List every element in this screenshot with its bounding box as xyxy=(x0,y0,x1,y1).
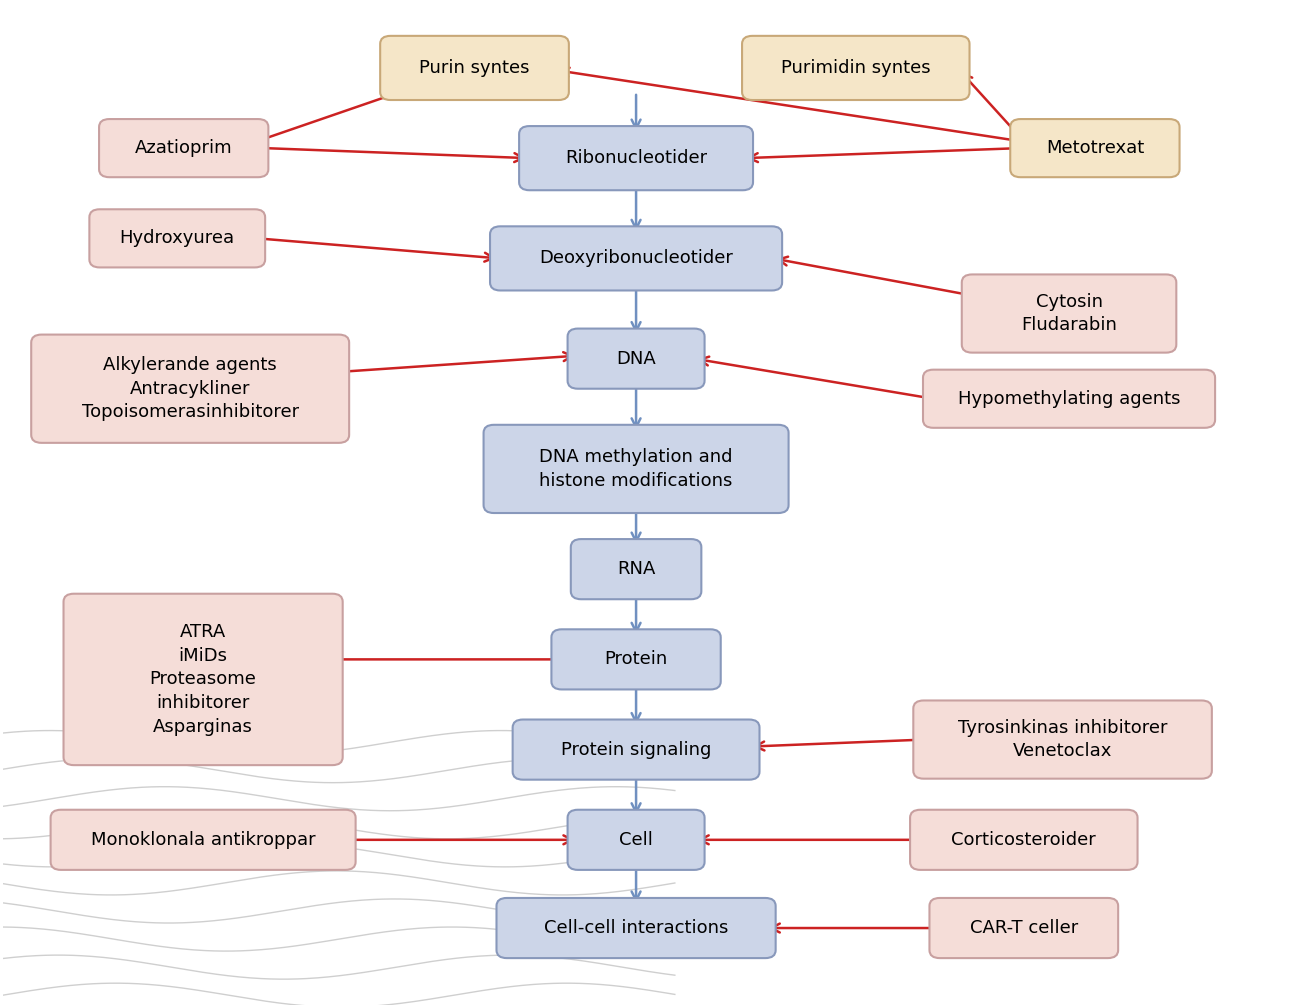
Text: Purin syntes: Purin syntes xyxy=(419,58,530,77)
Text: Tyrosinkinas inhibitorer
Venetoclax: Tyrosinkinas inhibitorer Venetoclax xyxy=(958,719,1167,760)
FancyBboxPatch shape xyxy=(910,809,1137,870)
FancyBboxPatch shape xyxy=(99,119,269,177)
Text: Cytosin
Fludarabin: Cytosin Fludarabin xyxy=(1022,292,1118,335)
FancyBboxPatch shape xyxy=(1010,119,1180,177)
Text: DNA methylation and
histone modifications: DNA methylation and histone modification… xyxy=(540,449,733,490)
FancyBboxPatch shape xyxy=(484,424,789,513)
FancyBboxPatch shape xyxy=(31,335,349,443)
Text: CAR-T celler: CAR-T celler xyxy=(970,919,1077,937)
FancyBboxPatch shape xyxy=(567,809,705,870)
Text: Azatioprim: Azatioprim xyxy=(135,139,232,157)
Text: Hypomethylating agents: Hypomethylating agents xyxy=(958,390,1180,408)
FancyBboxPatch shape xyxy=(567,329,705,389)
Text: Cell: Cell xyxy=(619,831,653,849)
FancyBboxPatch shape xyxy=(513,720,759,779)
FancyBboxPatch shape xyxy=(64,594,343,765)
FancyBboxPatch shape xyxy=(552,629,720,689)
Text: Protein: Protein xyxy=(605,650,667,668)
Text: Cell-cell interactions: Cell-cell interactions xyxy=(544,919,728,937)
Text: Hydroxyurea: Hydroxyurea xyxy=(119,230,235,247)
FancyBboxPatch shape xyxy=(51,809,356,870)
FancyBboxPatch shape xyxy=(742,36,970,100)
Text: ATRA
iMiDs
Proteasome
inhibitorer
Asparginas: ATRA iMiDs Proteasome inhibitorer Asparg… xyxy=(149,623,257,736)
FancyBboxPatch shape xyxy=(90,210,265,267)
FancyBboxPatch shape xyxy=(914,701,1212,778)
FancyBboxPatch shape xyxy=(491,227,783,290)
FancyBboxPatch shape xyxy=(380,36,569,100)
FancyBboxPatch shape xyxy=(962,274,1176,353)
Text: Alkylerande agents
Antracykliner
Topoisomerasinhibitorer: Alkylerande agents Antracykliner Topoiso… xyxy=(82,356,299,421)
Text: DNA: DNA xyxy=(617,350,655,368)
Text: Monoklonala antikroppar: Monoklonala antikroppar xyxy=(91,831,315,849)
Text: Deoxyribonucleotider: Deoxyribonucleotider xyxy=(539,249,733,267)
Text: Corticosteroider: Corticosteroider xyxy=(951,831,1097,849)
Text: Ribonucleotider: Ribonucleotider xyxy=(565,149,707,167)
Text: Purimidin syntes: Purimidin syntes xyxy=(781,58,931,77)
Text: Metotrexat: Metotrexat xyxy=(1046,139,1144,157)
FancyBboxPatch shape xyxy=(571,539,701,599)
Text: RNA: RNA xyxy=(617,560,655,579)
FancyBboxPatch shape xyxy=(923,370,1215,427)
FancyBboxPatch shape xyxy=(519,126,753,191)
FancyBboxPatch shape xyxy=(929,898,1118,959)
FancyBboxPatch shape xyxy=(497,898,776,959)
Text: Protein signaling: Protein signaling xyxy=(561,741,711,759)
